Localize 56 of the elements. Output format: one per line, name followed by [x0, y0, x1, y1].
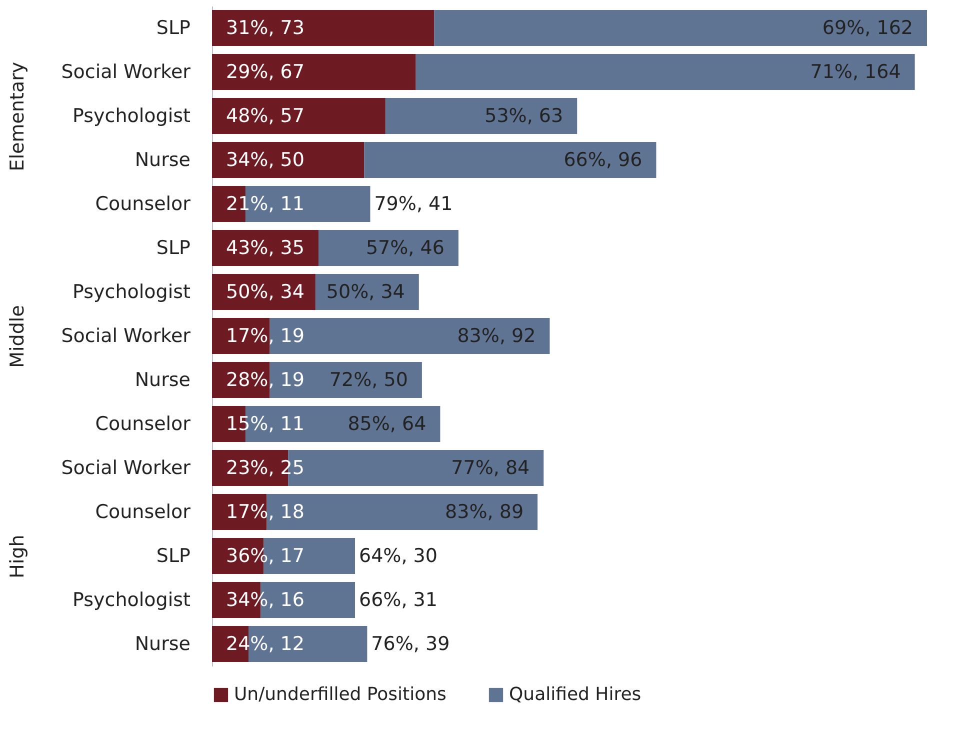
- data-label: 66%, 96: [564, 149, 642, 171]
- y-tick-label: Social Worker: [61, 325, 191, 347]
- data-label: 57%, 46: [366, 237, 444, 259]
- legend-label: Un/underfilled Positions: [234, 684, 446, 705]
- y-axis-title: High: [6, 534, 28, 578]
- data-label: 36%, 17: [226, 545, 304, 567]
- bar: [212, 142, 364, 178]
- y-tick-label: SLP: [156, 17, 190, 39]
- y-tick-label: Nurse: [134, 633, 190, 655]
- data-label: 85%, 64: [348, 413, 426, 435]
- data-label: 34%, 50: [226, 149, 304, 171]
- y-axis-title: Elementary: [6, 62, 28, 172]
- data-label: 69%, 162: [822, 17, 913, 39]
- bar: [364, 142, 656, 178]
- data-label: 83%, 92: [457, 325, 536, 347]
- y-tick-label: Social Worker: [61, 61, 191, 83]
- bar: [434, 10, 927, 46]
- y-tick-label: Psychologist: [72, 281, 190, 303]
- bar: [385, 98, 578, 134]
- data-label: 48%, 57: [226, 105, 304, 127]
- data-label: 29%, 67: [226, 61, 304, 83]
- bar: [212, 98, 386, 134]
- y-tick-label: Social Worker: [61, 457, 191, 479]
- y-tick-label: Nurse: [134, 149, 190, 171]
- y-axis-title: Middle: [6, 305, 28, 368]
- data-label: 72%, 50: [329, 369, 408, 391]
- y-tick-label: SLP: [156, 237, 190, 259]
- bar: [212, 10, 434, 46]
- data-label: 64%, 30: [359, 545, 438, 567]
- data-label: 66%, 31: [359, 589, 438, 611]
- data-label: 28%, 19: [226, 369, 304, 391]
- data-label: 50%, 34: [326, 281, 405, 303]
- data-label: 50%, 34: [226, 281, 304, 303]
- data-label: 34%, 16: [226, 589, 304, 611]
- data-label: 79%, 41: [374, 193, 453, 215]
- data-label: 43%, 35: [226, 237, 304, 259]
- y-tick-label: SLP: [156, 545, 190, 567]
- y-tick-label: Counselor: [95, 501, 191, 523]
- data-label: 17%, 18: [226, 501, 304, 523]
- legend-label: Qualified Hires: [509, 684, 642, 705]
- y-tick-label: Psychologist: [72, 589, 190, 611]
- y-tick-label: Counselor: [95, 193, 191, 215]
- y-tick-label: Counselor: [95, 413, 191, 435]
- data-label: 77%, 84: [451, 457, 530, 479]
- bar: [212, 230, 318, 266]
- y-tick-label: Nurse: [134, 369, 190, 391]
- bar: [416, 54, 915, 90]
- bar: [212, 54, 416, 90]
- data-label: 76%, 39: [371, 633, 450, 655]
- y-tick-label: Psychologist: [72, 105, 190, 127]
- data-label: 71%, 164: [810, 61, 901, 83]
- data-label: 83%, 89: [445, 501, 524, 523]
- data-label: 53%, 63: [484, 105, 564, 127]
- bar: [318, 230, 458, 266]
- data-label: 31%, 73: [226, 17, 304, 39]
- data-label: 17%, 19: [226, 325, 304, 347]
